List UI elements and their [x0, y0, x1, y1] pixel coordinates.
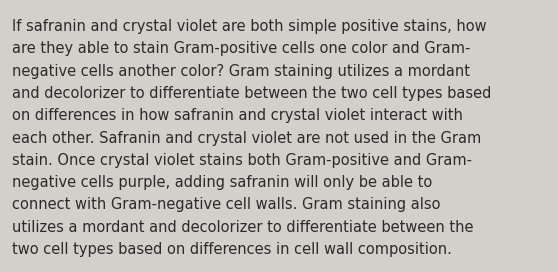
Text: utilizes a mordant and decolorizer to differentiate between the: utilizes a mordant and decolorizer to di…: [12, 220, 474, 235]
Text: and decolorizer to differentiate between the two cell types based: and decolorizer to differentiate between…: [12, 86, 492, 101]
Text: If safranin and crystal violet are both simple positive stains, how: If safranin and crystal violet are both …: [12, 19, 487, 34]
Text: each other. Safranin and crystal violet are not used in the Gram: each other. Safranin and crystal violet …: [12, 131, 482, 146]
Text: negative cells purple, adding safranin will only be able to: negative cells purple, adding safranin w…: [12, 175, 432, 190]
Text: are they able to stain Gram-positive cells one color and Gram-: are they able to stain Gram-positive cel…: [12, 41, 470, 56]
Text: stain. Once crystal violet stains both Gram-positive and Gram-: stain. Once crystal violet stains both G…: [12, 153, 472, 168]
Text: on differences in how safranin and crystal violet interact with: on differences in how safranin and cryst…: [12, 108, 463, 123]
Text: negative cells another color? Gram staining utilizes a mordant: negative cells another color? Gram stain…: [12, 64, 470, 79]
Text: two cell types based on differences in cell wall composition.: two cell types based on differences in c…: [12, 242, 452, 257]
Text: connect with Gram-negative cell walls. Gram staining also: connect with Gram-negative cell walls. G…: [12, 197, 441, 212]
